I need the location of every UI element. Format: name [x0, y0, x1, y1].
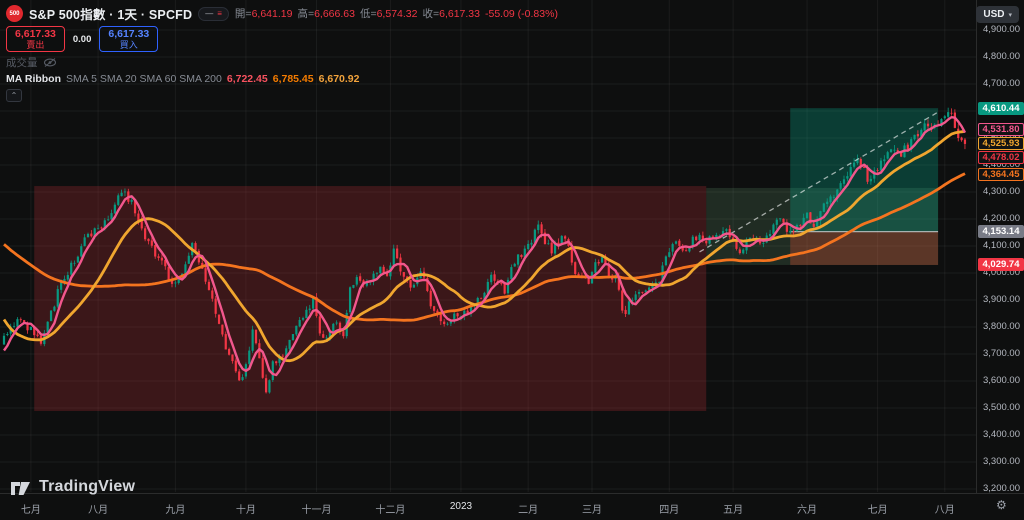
minimize-icon[interactable]: — [205, 8, 214, 18]
stop-zone [790, 231, 939, 265]
price-tick: 4,700.00 [983, 78, 1020, 89]
time-tick-十一月: 十一月 [301, 505, 332, 516]
time-tick-二月: 二月 [518, 505, 539, 516]
low-value: 6,574.32 [376, 8, 418, 20]
time-tick-四月: 四月 [659, 505, 680, 516]
price-tick: 4,900.00 [983, 24, 1020, 35]
time-tick-三月: 三月 [582, 505, 602, 516]
time-tick-六月: 六月 [797, 505, 818, 516]
ma-ribbon-params: SMA 5 SMA 20 SMA 60 SMA 200 [66, 73, 222, 86]
volume-legend-label[interactable]: 成交量 [6, 57, 38, 70]
bear-zone [34, 186, 707, 411]
ma-value-2: 6,785.45 [272, 73, 314, 86]
price-label-402974[interactable]: 4,029.74 [978, 258, 1024, 272]
collapse-legend-button[interactable]: ⌃ [6, 89, 22, 103]
price-tick: 3,400.00 [983, 429, 1020, 440]
time-tick-七月: 七月 [867, 505, 888, 516]
close-value: 6,617.33 [439, 8, 480, 20]
open-value: 6,641.19 [251, 8, 293, 20]
price-tick: 3,900.00 [983, 294, 1020, 305]
price-label-453180[interactable]: 4,531.80 [978, 122, 1024, 136]
spread-value: 0.00 [72, 33, 92, 45]
dashed-trendline [699, 111, 939, 253]
ma-value-1: 6,722.45 [226, 73, 268, 86]
settings-gear-icon[interactable]: ⚙ [996, 498, 1007, 512]
price-tick: 3,800.00 [983, 321, 1020, 332]
sell-button[interactable]: 6,617.33 賣出 [6, 26, 65, 53]
price-tick: 3,700.00 [983, 348, 1020, 359]
price-label-436445[interactable]: 4,364.45 [978, 168, 1024, 182]
tradingview-logo-icon [11, 482, 30, 495]
symbol-logo: 500 [6, 5, 23, 22]
time-tick-十月: 十月 [235, 505, 256, 516]
time-tick-十二月: 十二月 [375, 505, 406, 516]
time-axis[interactable]: 七月 八月 九月 十月 十一月 十二月 2023 二月 三月 四月 五月 六月 七月 八月 [0, 493, 1024, 520]
price-axis[interactable]: 3,200.00 3,300.00 3,400.00 3,500.00 3,600.00… [976, 0, 1024, 494]
change-value: -55.09 (-0.83%) [484, 7, 558, 20]
price-tick: 3,500.00 [983, 402, 1020, 413]
ohlc-readout: 開=6,641.19 高=6,666.63 低=6,574.32 收=6,617… [234, 7, 558, 21]
price-tick: 4,200.00 [983, 213, 1020, 224]
grid-lines [0, 0, 976, 492]
time-tick-五月: 五月 [723, 505, 744, 516]
price-tick: 4,800.00 [983, 51, 1020, 62]
buy-button[interactable]: 6,617.33 買入 [99, 26, 159, 53]
tradingview-watermark: TradingView [10, 478, 135, 496]
price-label-461044[interactable]: 4,610.44 [978, 101, 1024, 115]
candlestick-series [2, 107, 967, 394]
chart-header: 500 S&P 500指數 · 1天 · SPCFD — ≡ 開=6,641.1… [6, 4, 558, 103]
list-icon[interactable]: ≡ [217, 8, 222, 18]
price-tick: 3,600.00 [983, 375, 1020, 386]
plot-layers [0, 0, 976, 492]
ma-ribbon-label[interactable]: MA Ribbon [6, 73, 62, 86]
eye-off-icon[interactable] [43, 57, 57, 68]
price-label-415314[interactable]: 4,153.14 [978, 225, 1024, 239]
sma-20-line [2, 130, 966, 363]
bull-zone-inner [790, 108, 939, 232]
symbol-title[interactable]: S&P 500指數 · 1天 · SPCFD [29, 8, 193, 22]
price-label-452593[interactable]: 4,525.93 [978, 136, 1024, 150]
sma-5-line [3, 116, 967, 377]
price-label-447802[interactable]: 4,478.02 [978, 150, 1024, 164]
time-tick-八月: 八月 [934, 505, 955, 516]
time-tick-八月: 八月 [88, 505, 109, 516]
currency-selector[interactable]: USD ▾ [976, 6, 1019, 23]
time-tick-七月: 七月 [20, 505, 41, 516]
high-value: 6,666.63 [314, 8, 355, 20]
chevron-down-icon: ▾ [1008, 11, 1012, 19]
price-tick: 4,100.00 [983, 240, 1020, 251]
price-tick: 4,000.00 [983, 267, 1020, 278]
ma-value-3: 6,670.92 [318, 73, 360, 86]
time-tick-2023: 2023 [449, 501, 473, 512]
time-tick-九月: 九月 [165, 505, 186, 516]
price-tick: 4,400.00 [983, 159, 1020, 170]
price-tick: 3,200.00 [983, 483, 1020, 494]
price-tick: 4,300.00 [983, 186, 1020, 197]
legend-toolbar[interactable]: — ≡ [198, 6, 229, 21]
price-tick: 3,300.00 [983, 456, 1020, 467]
drawing-zones [34, 108, 939, 411]
